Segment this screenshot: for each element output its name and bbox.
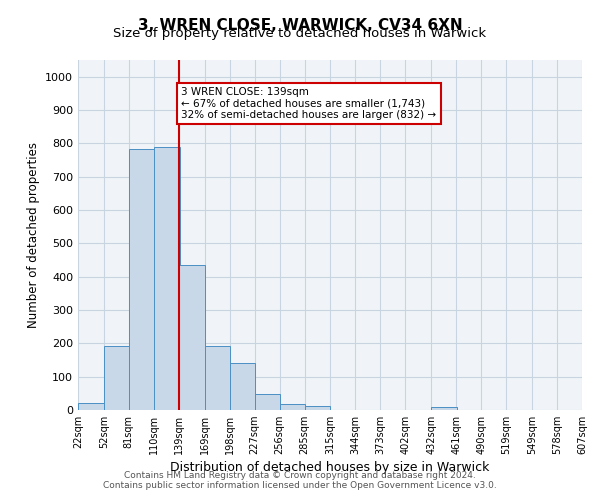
Text: 3, WREN CLOSE, WARWICK, CV34 6XN: 3, WREN CLOSE, WARWICK, CV34 6XN [137, 18, 463, 32]
Bar [205, 346, 230, 410]
Text: Contains HM Land Registry data © Crown copyright and database right 2024.
Contai: Contains HM Land Registry data © Crown c… [103, 470, 497, 490]
Bar [129, 148, 155, 410]
Bar [230, 362, 256, 410]
Bar [179, 266, 205, 410]
X-axis label: Distribution of detached houses by size in Warwick: Distribution of detached houses by size … [170, 462, 490, 474]
Bar [104, 346, 130, 410]
Bar [431, 406, 457, 410]
Bar [305, 406, 331, 410]
Bar [78, 404, 104, 410]
Bar [280, 404, 305, 410]
Text: 3 WREN CLOSE: 139sqm
← 67% of detached houses are smaller (1,743)
32% of semi-de: 3 WREN CLOSE: 139sqm ← 67% of detached h… [181, 86, 437, 120]
Bar [154, 147, 179, 410]
Bar [254, 394, 280, 410]
Text: Size of property relative to detached houses in Warwick: Size of property relative to detached ho… [113, 28, 487, 40]
Y-axis label: Number of detached properties: Number of detached properties [26, 142, 40, 328]
